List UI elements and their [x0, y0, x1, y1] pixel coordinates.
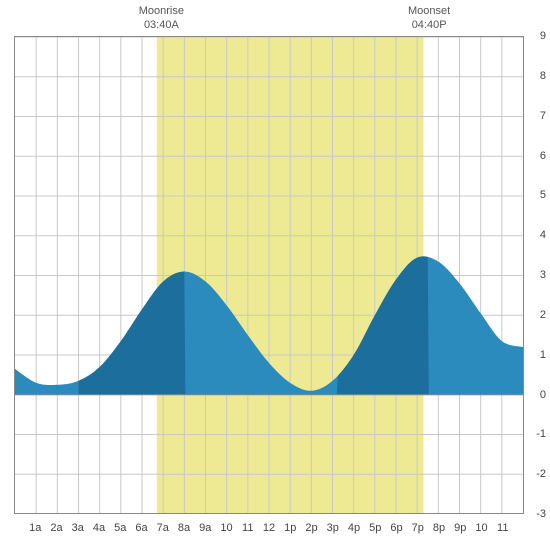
moonset-label: Moonset 04:40P: [394, 4, 464, 33]
x-tick: 12: [263, 522, 275, 534]
x-tick: 11: [497, 522, 508, 534]
moonrise-time: 03:40A: [126, 18, 196, 32]
y-tick: 6: [540, 150, 546, 162]
chart-header: Moonrise 03:40A Moonset 04:40P: [0, 0, 550, 36]
tide-chart: Moonrise 03:40A Moonset 04:40P -3-2-1012…: [0, 0, 550, 550]
x-tick: 4a: [93, 522, 105, 534]
x-tick: 6a: [135, 522, 147, 534]
x-tick: 11: [242, 522, 253, 534]
x-tick: 1p: [284, 522, 296, 534]
x-tick: 10: [220, 522, 232, 534]
plot-area: [14, 36, 524, 514]
y-tick: 7: [540, 110, 546, 122]
y-tick: 4: [540, 229, 546, 241]
y-tick: -3: [536, 508, 546, 520]
x-tick: 3p: [327, 522, 339, 534]
y-tick: 8: [540, 70, 546, 82]
y-tick: 2: [540, 309, 546, 321]
x-tick: 5p: [369, 522, 381, 534]
plot-svg: [15, 37, 523, 514]
x-tick: 2p: [305, 522, 317, 534]
moonrise-label: Moonrise 03:40A: [126, 4, 196, 33]
x-tick: 9a: [199, 522, 211, 534]
x-tick: 1a: [29, 522, 41, 534]
x-tick: 10: [475, 522, 487, 534]
y-tick: 0: [540, 389, 546, 401]
moonrise-title: Moonrise: [126, 4, 196, 18]
y-tick: 3: [540, 269, 546, 281]
x-tick: 8a: [178, 522, 190, 534]
y-axis: -3-2-10123456789: [524, 36, 550, 514]
y-tick: 5: [540, 189, 546, 201]
x-tick: 6p: [390, 522, 402, 534]
x-tick: 9p: [454, 522, 466, 534]
y-tick: -2: [536, 468, 546, 480]
moonset-title: Moonset: [394, 4, 464, 18]
x-axis: 1a 2a 3a 4a 5a 6a 7a 8a 9a 10 11 12 1p 2p 3p 4p 5p 6p 7p 8p…: [14, 518, 524, 542]
x-tick: 7p: [412, 522, 424, 534]
x-tick: 2a: [50, 522, 62, 534]
y-tick: -1: [536, 428, 546, 440]
x-tick: 5a: [114, 522, 126, 534]
x-tick: 4p: [348, 522, 360, 534]
x-tick: 7a: [157, 522, 169, 534]
y-tick: 1: [540, 349, 546, 361]
moonset-time: 04:40P: [394, 18, 464, 32]
x-tick: 3a: [72, 522, 84, 534]
x-tick: 8p: [433, 522, 445, 534]
y-tick: 9: [540, 30, 546, 42]
